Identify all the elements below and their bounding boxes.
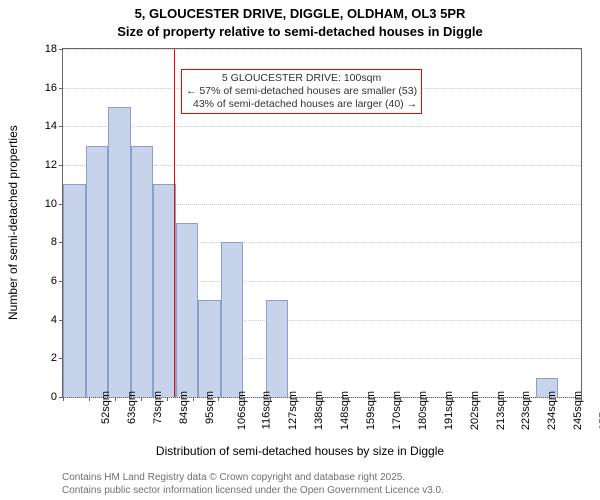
x-tick-label: 138sqm [313,391,325,430]
x-tick [555,397,556,401]
annotation-line: ← 57% of semi-detached houses are smalle… [186,85,417,98]
footnote-1: Contains HM Land Registry data © Crown c… [62,472,405,484]
y-tick-label: 4 [27,314,57,326]
x-tick [374,397,375,401]
histogram-bar [153,184,176,397]
y-tick [59,88,63,89]
x-tick-label: 213sqm [495,391,507,430]
y-tick-label: 10 [27,198,57,210]
x-tick [89,397,90,401]
annotation-line: 5 GLOUCESTER DRIVE: 100sqm [186,72,417,85]
y-tick-label: 0 [27,391,57,403]
plot-area: 02468101214161852sqm63sqm73sqm84sqm95sqm… [62,48,582,398]
x-tick-label: 63sqm [126,391,138,424]
x-tick [270,397,271,401]
y-tick-label: 16 [27,82,57,94]
y-tick [59,165,63,166]
x-tick-label: 148sqm [339,391,351,430]
x-tick [426,397,427,401]
x-tick-label: 106sqm [236,391,248,430]
x-tick [141,397,142,401]
histogram-bar [221,242,244,397]
y-tick-label: 18 [27,43,57,55]
histogram-bar [86,146,109,397]
x-axis-label: Distribution of semi-detached houses by … [0,444,600,458]
gridline [63,126,581,127]
x-tick [503,397,504,401]
y-tick-label: 14 [27,120,57,132]
x-tick-label: 223sqm [521,391,533,430]
x-tick [529,397,530,401]
histogram-bar [198,300,221,397]
y-tick [59,126,63,127]
histogram-bar [131,146,154,397]
x-tick [477,397,478,401]
x-tick [296,397,297,401]
histogram-bar [63,184,86,397]
x-tick-label: 95sqm [204,391,216,424]
x-tick [218,397,219,401]
x-tick-label: 234sqm [546,391,558,430]
x-tick-label: 170sqm [391,391,403,430]
x-tick [400,397,401,401]
x-tick-label: 127sqm [287,391,299,430]
annotation-box: 5 GLOUCESTER DRIVE: 100sqm← 57% of semi-… [181,69,422,114]
x-tick-label: 52sqm [100,391,112,424]
gridline [63,49,581,50]
annotation-line: 43% of semi-detached houses are larger (… [186,98,417,111]
chart-subtitle: Size of property relative to semi-detach… [0,24,600,39]
histogram-bar [266,300,289,397]
x-tick [452,397,453,401]
x-tick [581,397,582,401]
x-tick-label: 191sqm [443,391,455,430]
histogram-bar [108,107,131,397]
y-axis-label: Number of semi-detached properties [6,125,20,320]
x-tick-label: 202sqm [469,391,481,430]
reference-line [174,49,175,397]
x-tick-label: 159sqm [365,391,377,430]
footnote-2: Contains public sector information licen… [62,485,444,497]
x-tick [193,397,194,401]
x-tick [115,397,116,401]
y-tick-label: 8 [27,236,57,248]
y-tick-label: 12 [27,159,57,171]
y-tick [59,49,63,50]
x-tick [63,397,64,401]
histogram-bar [176,223,199,397]
y-tick-label: 6 [27,275,57,287]
x-tick [244,397,245,401]
x-tick-label: 84sqm [178,391,190,424]
x-tick-label: 180sqm [417,391,429,430]
x-tick-label: 73sqm [152,391,164,424]
property-size-chart: 5, GLOUCESTER DRIVE, DIGGLE, OLDHAM, OL3… [0,0,600,500]
y-tick-label: 2 [27,352,57,364]
x-tick [322,397,323,401]
x-tick [348,397,349,401]
x-tick-label: 245sqm [572,391,584,430]
x-tick [167,397,168,401]
chart-title: 5, GLOUCESTER DRIVE, DIGGLE, OLDHAM, OL3… [0,6,600,21]
